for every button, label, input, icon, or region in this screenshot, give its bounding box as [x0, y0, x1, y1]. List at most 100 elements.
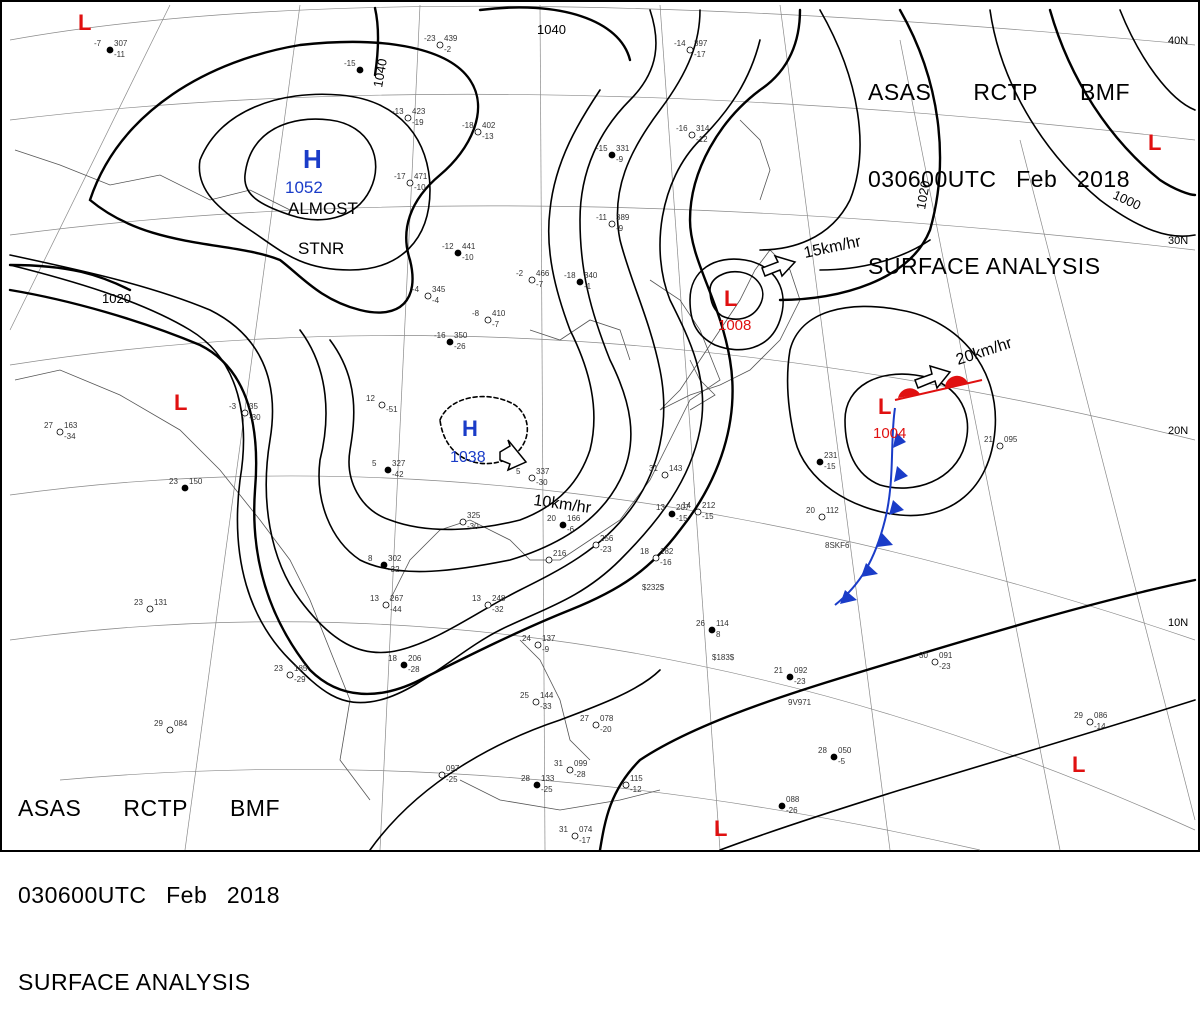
station-pressure: 095: [1004, 435, 1018, 444]
isobars: [8, 6, 1197, 852]
station-pressure: 402: [482, 121, 496, 130]
station-tendency: -30: [249, 413, 261, 422]
station-tendency: -7: [536, 280, 544, 289]
isobar-w3: [299, 9, 657, 573]
station-circle-icon: [1086, 718, 1094, 726]
cold-front: [834, 407, 908, 606]
cold-front-triangle: [840, 590, 857, 604]
station-temp: -18: [564, 271, 576, 280]
isobar-1020-east: [778, 8, 942, 302]
station-pressure: 216: [553, 549, 567, 558]
station-circle-icon: [608, 151, 616, 159]
low-1004: L 1004: [873, 394, 906, 442]
station-circle-icon: [106, 46, 114, 54]
station-plot: 23 185 -29: [274, 664, 308, 684]
station-pressure: 163: [64, 421, 78, 430]
isobar-label: 1040: [370, 57, 390, 88]
other-lows: L L L L L: [78, 10, 1161, 841]
station-pressure: 050: [838, 746, 852, 755]
station-circle-icon: [438, 771, 446, 779]
isobar-high-1038-dashed: [439, 395, 529, 465]
station-tendency: -32: [492, 605, 504, 614]
station-circle-icon: [571, 832, 579, 840]
header-year: 2018: [226, 882, 280, 908]
station-pressure: 114: [716, 619, 729, 628]
station-plot: 231-15: [816, 451, 838, 471]
lat-line-30n: [9, 205, 1196, 251]
station-tendency: -10: [462, 253, 474, 262]
isobar-e3: [1119, 9, 1196, 111]
station-circle-icon: [818, 513, 826, 521]
station-temp: 28: [521, 774, 530, 783]
station-temp: -18: [462, 121, 474, 130]
lat-line-20n: [9, 335, 1196, 441]
station-tendency: -15: [702, 512, 714, 521]
header-year: 2018: [1076, 166, 1130, 192]
station-pressure: 410: [492, 309, 506, 318]
isobar-low-1004: [844, 373, 969, 489]
header-region: ASAS: [868, 79, 932, 105]
station-plot: 18 206 -28: [388, 654, 422, 674]
station-temp: 21: [774, 666, 783, 675]
station-pressure: 099: [574, 759, 588, 768]
station-circle-icon: [686, 46, 694, 54]
isobar-core-high: [244, 118, 377, 221]
station-temp: -8: [472, 309, 480, 318]
station-temp: 29: [154, 719, 163, 728]
warm-front-semicircle: [898, 388, 920, 398]
station-circle-icon: [778, 802, 786, 810]
station-tendency: -1: [584, 282, 592, 291]
station-plot: 30 091 -23: [919, 651, 953, 671]
cold-front-triangle: [893, 432, 906, 448]
lon-line: [1019, 139, 1196, 821]
station-pressure: 35: [249, 402, 258, 411]
lat-line-10s: [59, 768, 981, 851]
map-frame: [0, 0, 1200, 852]
station-pressure: 207: [676, 503, 690, 512]
station-circle-icon: [382, 601, 390, 609]
coded-group: 9V971: [788, 698, 812, 707]
station-temp: -23: [424, 34, 436, 43]
station-pressure: 088: [786, 795, 800, 804]
header-top-right: ASAS RCTP BMF 030600UTC Feb 2018 SURFACE…: [868, 20, 1130, 310]
station-temp: -15: [596, 144, 608, 153]
station-pressure: 150: [189, 477, 203, 486]
station-tendency: -23: [939, 662, 951, 671]
header-line-2: 030600UTC Feb 2018: [868, 165, 1130, 194]
station-circle-icon: [786, 673, 794, 681]
station-circle-icon: [931, 658, 939, 666]
header-line-2: 030600UTC Feb 2018: [18, 881, 280, 910]
header-line-1: ASAS RCTP BMF: [18, 794, 280, 823]
station-tendency: -7: [492, 320, 500, 329]
station-pressure: 307: [114, 39, 128, 48]
high-motion-note: ALMOST: [288, 199, 358, 218]
station-temp: -12: [442, 242, 454, 251]
station-pressure: 331: [616, 144, 630, 153]
station-temp: 23: [134, 598, 143, 607]
station-plot: 216: [545, 549, 567, 564]
station-plot: -7 307 -11: [94, 39, 128, 59]
station-circle-icon: [484, 601, 492, 609]
station-circle-icon: [436, 41, 444, 49]
station-pressure: 345: [432, 285, 446, 294]
lat-line-50n: [9, 5, 1196, 46]
station-circle-icon: [380, 561, 388, 569]
station-temp: 23: [169, 477, 178, 486]
coastline-philippines: [519, 639, 591, 761]
lat-label-20n: 20N: [1168, 425, 1188, 437]
station-pressure: 078: [600, 714, 614, 723]
station-temp: 14: [682, 501, 691, 510]
isobar-label: 1020: [102, 291, 131, 306]
station-tendency: -9: [616, 155, 624, 164]
station-temp: -4: [412, 285, 420, 294]
station-tendency: -23: [794, 677, 806, 686]
station-plot: 26 114 8: [696, 619, 729, 639]
station-pressure: 137: [542, 634, 556, 643]
station-temp: -16: [676, 124, 688, 133]
lat-label-10n: 10N: [1168, 617, 1188, 629]
cold-front-triangle: [889, 500, 904, 515]
station-temp: 24: [522, 634, 531, 643]
station-temp: 31: [559, 825, 568, 834]
header-bottom-left: ASAS RCTP BMF 030600UTC Feb 2018 SURFACE…: [18, 736, 280, 1026]
station-plots: -7 307-11-23 439-2-14 397-17-15-13 423-19 -18…: [44, 34, 1108, 845]
